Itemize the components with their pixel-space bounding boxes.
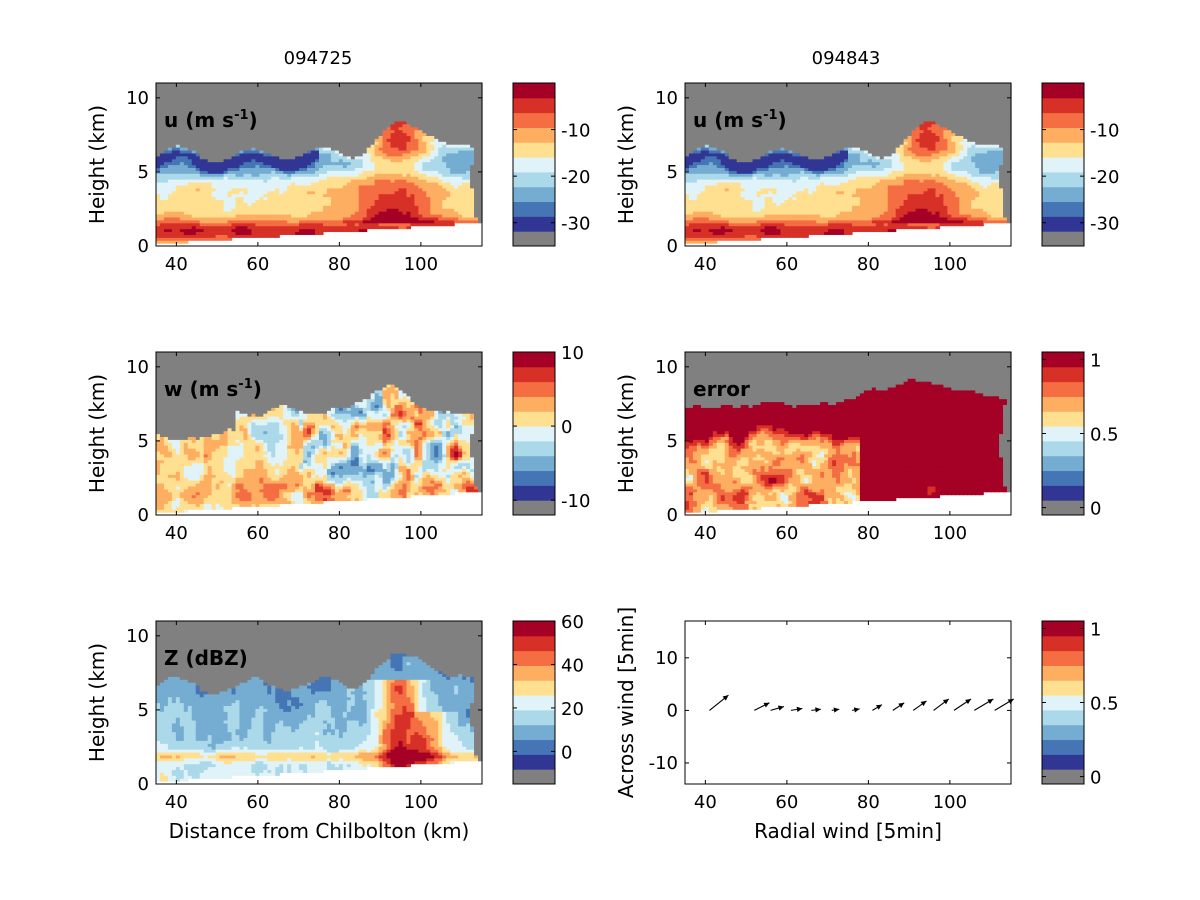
heatmap-cell bbox=[363, 83, 368, 87]
colorbar-tick-label: -30 bbox=[561, 214, 590, 235]
heatmap-cell bbox=[275, 83, 280, 87]
heatmap-cell bbox=[430, 83, 435, 87]
heatmap-cell bbox=[295, 83, 300, 87]
colorbar-segment bbox=[513, 98, 555, 113]
heatmap-cell bbox=[406, 83, 411, 87]
x-tick-label: 60 bbox=[246, 254, 269, 275]
heatmap-cell bbox=[371, 83, 376, 87]
heatmap-cell bbox=[450, 83, 455, 87]
heatmap-cell bbox=[347, 83, 352, 87]
colorbar-segment bbox=[513, 142, 555, 157]
heatmap-cell bbox=[410, 83, 415, 87]
heatmap-cell bbox=[263, 83, 268, 87]
heatmap-cell bbox=[323, 83, 328, 87]
heatmap-cell bbox=[319, 83, 324, 87]
heatmap-cell bbox=[466, 83, 471, 87]
heatmap-cell bbox=[395, 83, 400, 87]
colorbar-segment bbox=[513, 187, 555, 202]
heatmap-cell bbox=[454, 83, 459, 87]
heatmap-cell bbox=[331, 83, 336, 87]
heatmap-cell bbox=[422, 83, 427, 87]
heatmap-cell bbox=[267, 83, 272, 87]
heatmap-cell bbox=[335, 83, 340, 87]
heatmap-cell bbox=[303, 83, 308, 87]
heatmap-cell bbox=[355, 83, 360, 87]
colorbar-tick-label: -20 bbox=[561, 167, 590, 188]
heatmap-cell bbox=[224, 83, 229, 87]
colorbar-segment bbox=[513, 231, 555, 246]
x-tick-label: 40 bbox=[165, 254, 188, 275]
x-tick-label: 100 bbox=[404, 254, 438, 275]
colorbar-segment bbox=[513, 157, 555, 172]
colorbar: -10 -20 -30 bbox=[513, 83, 590, 247]
y-axis-label: Height (km) bbox=[85, 105, 109, 224]
heatmap-cell bbox=[351, 83, 356, 87]
column-title-right: 094843 bbox=[812, 48, 881, 69]
heatmap-cell bbox=[474, 83, 479, 87]
heatmap-cell bbox=[236, 83, 241, 87]
heatmap-cell bbox=[414, 83, 419, 87]
figure: 094725 094843 40 60 80 1000510Height (km) u … bbox=[0, 0, 1200, 900]
heatmap-cell bbox=[243, 83, 248, 87]
heatmap-cell bbox=[291, 83, 296, 87]
heatmap-cell bbox=[271, 83, 276, 87]
colorbar-segment bbox=[513, 172, 555, 187]
colorbar-segment bbox=[513, 83, 555, 98]
heatmap-cell bbox=[279, 83, 284, 87]
heatmap-cell bbox=[343, 83, 348, 87]
heatmap-cell bbox=[311, 83, 316, 87]
heatmap-cell bbox=[470, 83, 475, 87]
heatmap-cell bbox=[402, 83, 407, 87]
colorbar-segment bbox=[513, 202, 555, 217]
colorbar-segment bbox=[513, 127, 555, 142]
heatmap-cell bbox=[232, 83, 237, 87]
y-tick-label: 0 bbox=[138, 236, 149, 257]
x-tick-label: 80 bbox=[328, 254, 351, 275]
heatmap-cell bbox=[458, 83, 463, 87]
heatmap-cell bbox=[239, 83, 244, 87]
heatmap-cell bbox=[359, 83, 364, 87]
heatmap-cell bbox=[220, 83, 225, 87]
heatmap-cell bbox=[438, 83, 443, 87]
colorbar-segment bbox=[513, 113, 555, 128]
colorbar-tick-label: -10 bbox=[561, 121, 590, 142]
heatmap-cell bbox=[259, 83, 264, 87]
heatmap-cell bbox=[462, 83, 467, 87]
heatmap-cell bbox=[399, 83, 404, 87]
heatmap-cell bbox=[375, 83, 380, 87]
heatmap-cell bbox=[434, 83, 439, 87]
colorbar-segment bbox=[513, 216, 555, 231]
heatmap-cell bbox=[287, 83, 292, 87]
y-tick-label: 5 bbox=[138, 162, 149, 183]
panel-u-094843: 40 60 80 1000510Height (km) u (m s-1) -10-20-… bbox=[614, 83, 1119, 275]
heatmap-cell bbox=[307, 83, 312, 87]
heatmap-cell bbox=[247, 83, 252, 87]
heatmap-cell bbox=[383, 83, 388, 87]
heatmap-cell bbox=[379, 83, 384, 87]
heatmap-cell bbox=[283, 83, 288, 87]
heatmap-cell bbox=[367, 83, 372, 87]
heatmap-cell bbox=[387, 83, 392, 87]
column-title-left: 094725 bbox=[284, 48, 353, 69]
heatmap-cell bbox=[228, 83, 233, 87]
heatmap-cell bbox=[315, 83, 320, 87]
heatmap-cell bbox=[442, 83, 447, 87]
y-tick-label: 10 bbox=[126, 88, 149, 109]
heatmap-cell bbox=[327, 83, 332, 87]
heatmap-cell bbox=[251, 83, 256, 87]
heatmap-cell bbox=[426, 83, 431, 87]
heatmap-cell bbox=[446, 83, 451, 87]
heatmap-cell bbox=[299, 83, 304, 87]
heatmap-cell bbox=[391, 83, 396, 87]
